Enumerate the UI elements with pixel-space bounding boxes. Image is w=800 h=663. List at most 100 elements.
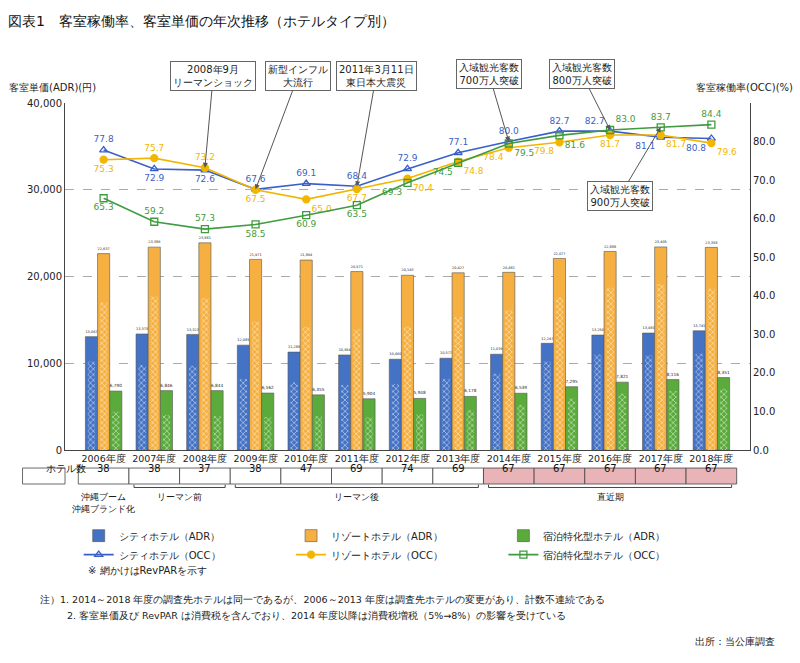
svg-text:20.0: 20.0 (753, 367, 775, 378)
svg-text:2015年度: 2015年度 (537, 453, 581, 464)
svg-text:47: 47 (300, 463, 313, 474)
svg-text:直近期: 直近期 (597, 492, 624, 502)
svg-text:81.7: 81.7 (666, 139, 686, 149)
svg-text:6,355: 6,355 (312, 387, 324, 392)
svg-text:72.9: 72.9 (397, 153, 417, 163)
svg-text:6,846: 6,846 (160, 383, 172, 388)
svg-text:20,143: 20,143 (401, 268, 413, 272)
svg-text:2018年度: 2018年度 (689, 453, 733, 464)
svg-text:新型インフル大流行: 新型インフル大流行 (268, 64, 328, 88)
svg-text:リゾートホテル（ADR）: リゾートホテル（ADR） (331, 531, 443, 542)
svg-text:67: 67 (604, 463, 617, 474)
svg-text:30.0: 30.0 (753, 329, 775, 340)
svg-text:7,821: 7,821 (616, 374, 628, 379)
svg-text:84.4: 84.4 (701, 109, 721, 119)
svg-text:37: 37 (198, 463, 211, 474)
svg-text:70.0: 70.0 (753, 175, 775, 186)
svg-text:6,539: 6,539 (515, 385, 527, 390)
svg-text:21,971: 21,971 (249, 253, 261, 257)
svg-text:79.5: 79.5 (514, 148, 534, 158)
svg-text:65.0: 65.0 (312, 204, 332, 214)
svg-text:10,460: 10,460 (389, 352, 401, 356)
svg-text:2017年度: 2017年度 (639, 453, 683, 464)
svg-text:79.6: 79.6 (717, 147, 737, 157)
svg-text:宿泊特化型ホテル（ADR）: 宿泊特化型ホテル（ADR） (543, 531, 665, 542)
svg-text:2. 客室単価及び RevPAR は消費税を含んでおり、20: 2. 客室単価及び RevPAR は消費税を含んでおり、2014 年度以降は消費… (67, 610, 566, 621)
svg-text:10,577: 10,577 (440, 351, 452, 355)
svg-text:11,039: 11,039 (491, 347, 503, 351)
svg-text:20,427: 20,427 (452, 266, 464, 270)
svg-text:22,888: 22,888 (604, 245, 616, 249)
svg-text:2011年度: 2011年度 (335, 453, 379, 464)
svg-text:30,000: 30,000 (27, 184, 62, 195)
svg-text:13,480: 13,480 (643, 326, 655, 330)
svg-text:12,085: 12,085 (237, 338, 249, 342)
svg-text:8,116: 8,116 (667, 372, 679, 377)
svg-text:リーマン後: リーマン後 (334, 492, 379, 502)
svg-text:注）1. 2014～2018 年度の調査先ホテルは同一である: 注）1. 2014～2018 年度の調査先ホテルは同一であるが、2006～201… (40, 594, 605, 605)
svg-text:83.0: 83.0 (615, 114, 635, 124)
svg-text:38: 38 (148, 463, 161, 474)
svg-text:2013年度: 2013年度 (436, 453, 480, 464)
svg-text:81.7: 81.7 (600, 139, 620, 149)
svg-text:23,881: 23,881 (199, 236, 211, 240)
svg-text:80.0: 80.0 (499, 126, 519, 136)
svg-text:67: 67 (502, 463, 515, 474)
svg-text:13,323: 13,323 (187, 328, 199, 332)
svg-text:81.1: 81.1 (635, 141, 655, 151)
svg-text:5,904: 5,904 (363, 391, 375, 396)
svg-text:72.6: 72.6 (195, 174, 215, 184)
svg-text:2014年度: 2014年度 (487, 453, 531, 464)
svg-text:13,375: 13,375 (136, 327, 148, 331)
svg-text:57.3: 57.3 (195, 213, 215, 223)
svg-text:77.1: 77.1 (448, 137, 468, 147)
svg-text:シティホテル（ADR）: シティホテル（ADR） (119, 531, 221, 542)
svg-text:22,637: 22,637 (98, 247, 110, 251)
svg-text:図表1 客室稼働率、客室単価の年次推移（ホテルタイプ別）: 図表1 客室稼働率、客室単価の年次推移（ホテルタイプ別） (8, 13, 395, 29)
svg-text:69.3: 69.3 (382, 187, 402, 197)
svg-text:79.8: 79.8 (534, 146, 554, 156)
svg-text:入域観光客数700万人突破: 入域観光客数700万人突破 (459, 62, 519, 86)
svg-text:80.8: 80.8 (686, 143, 706, 153)
svg-text:6,178: 6,178 (464, 388, 476, 393)
svg-text:23,405: 23,405 (655, 240, 667, 244)
svg-text:0.0: 0.0 (753, 445, 769, 456)
svg-text:83.7: 83.7 (651, 112, 671, 122)
svg-text:38: 38 (97, 463, 110, 474)
svg-text:40.0: 40.0 (753, 290, 775, 301)
svg-text:2008年度: 2008年度 (183, 453, 227, 464)
svg-text:リーマン前: リーマン前 (157, 492, 202, 502)
svg-text:6,562: 6,562 (262, 385, 274, 390)
svg-text:20,000: 20,000 (27, 271, 62, 282)
svg-text:13,741: 13,741 (693, 324, 705, 328)
svg-text:68.4: 68.4 (347, 171, 367, 181)
svg-text:65.3: 65.3 (94, 202, 114, 212)
svg-text:※ 網かけはRevPARを示す: ※ 網かけはRevPARを示す (88, 565, 207, 576)
svg-text:81.6: 81.6 (565, 140, 585, 150)
svg-text:74: 74 (401, 463, 414, 474)
svg-text:12,297: 12,297 (541, 337, 553, 341)
svg-text:シティホテル（OCC）: シティホテル（OCC） (119, 550, 221, 561)
svg-text:63.5: 63.5 (347, 209, 367, 219)
svg-text:沖縄ブーム沖縄ブランド化: 沖縄ブーム沖縄ブランド化 (72, 492, 135, 514)
svg-text:7,295: 7,295 (566, 379, 578, 384)
svg-text:74.5: 74.5 (433, 167, 453, 177)
svg-text:60.0: 60.0 (753, 213, 775, 224)
svg-text:75.3: 75.3 (94, 164, 114, 174)
svg-text:69: 69 (452, 463, 465, 474)
svg-text:10.0: 10.0 (753, 406, 775, 417)
svg-text:13,067: 13,067 (85, 330, 97, 334)
svg-text:5,948: 5,948 (414, 390, 426, 395)
svg-text:2007年度: 2007年度 (132, 453, 176, 464)
svg-text:69: 69 (350, 463, 363, 474)
svg-text:入域観光客数800万人突破: 入域観光客数800万人突破 (552, 62, 612, 86)
svg-text:74.8: 74.8 (464, 166, 484, 176)
svg-text:82.7: 82.7 (549, 116, 569, 126)
svg-text:10,954: 10,954 (339, 348, 352, 352)
svg-text:6,790: 6,790 (110, 383, 122, 388)
svg-text:58.5: 58.5 (246, 229, 266, 239)
svg-text:11,286: 11,286 (288, 345, 300, 349)
svg-text:入域観光客数900万人突破: 入域観光客数900万人突破 (590, 184, 650, 208)
svg-text:10,000: 10,000 (27, 358, 62, 369)
svg-text:客室単価(ADR)(円): 客室単価(ADR)(円) (9, 82, 96, 93)
